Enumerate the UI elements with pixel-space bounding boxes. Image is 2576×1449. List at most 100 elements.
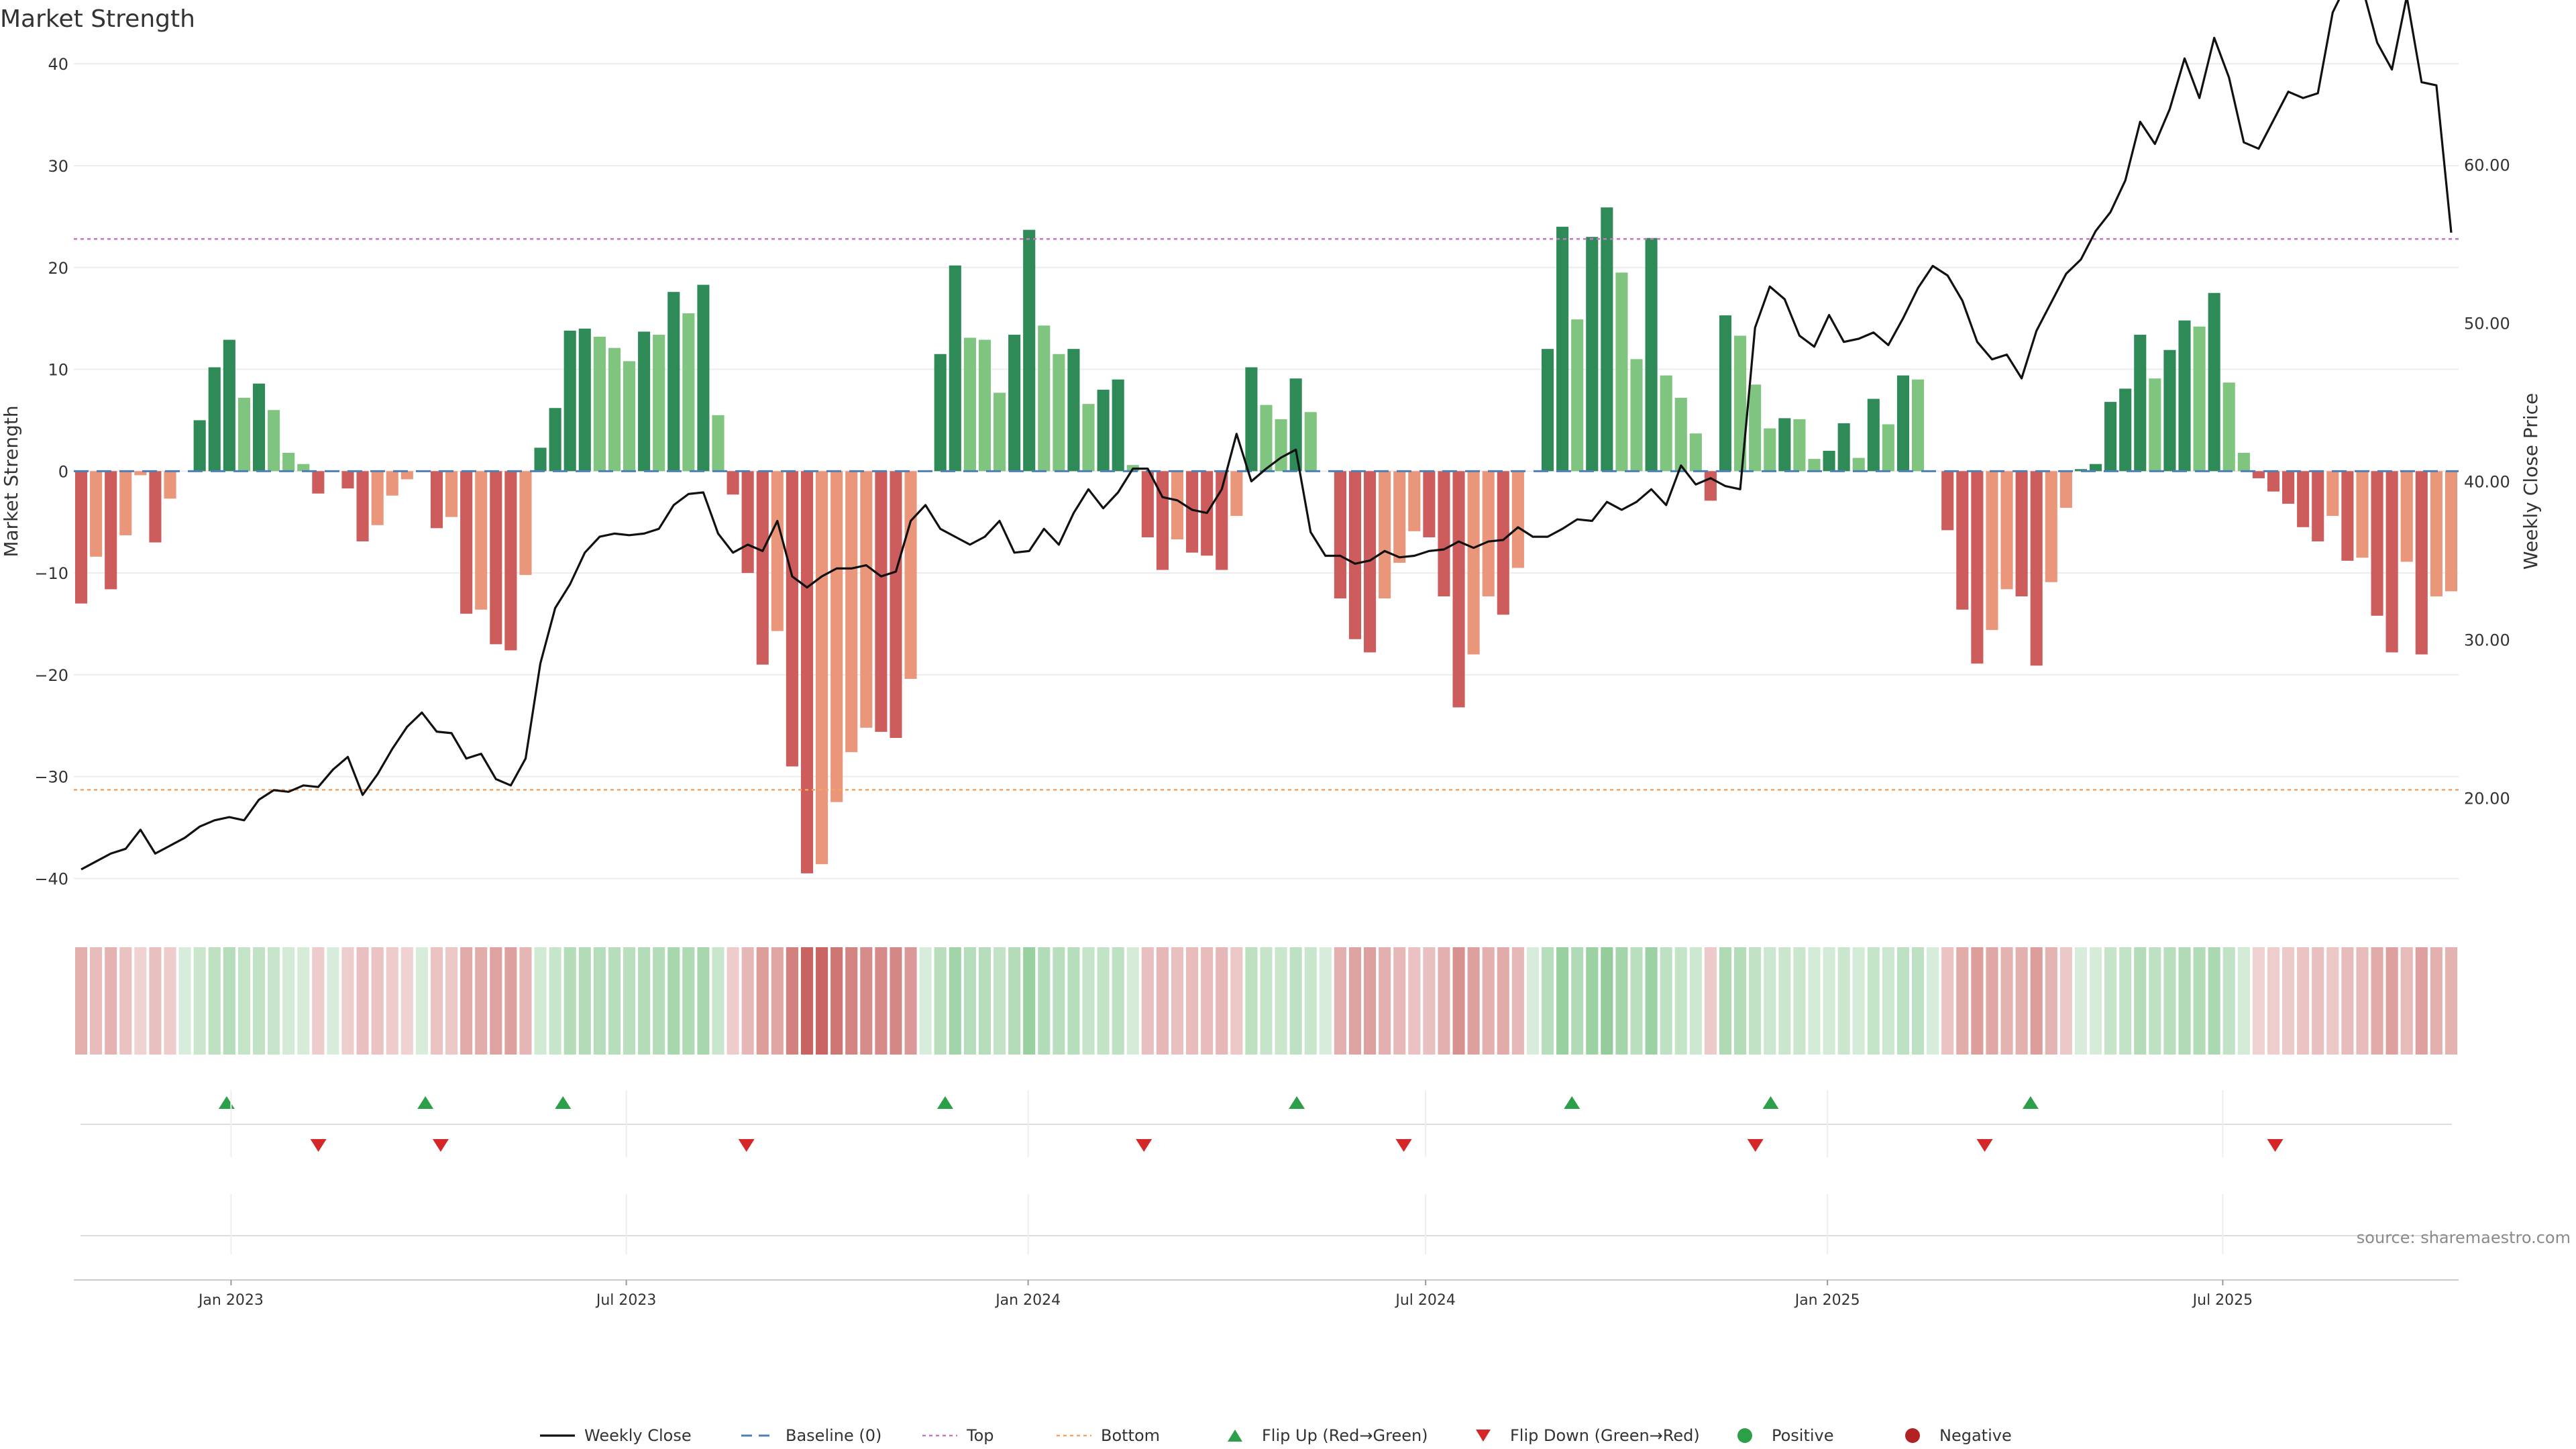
heat-cell bbox=[2445, 947, 2458, 1055]
heat-cell bbox=[327, 947, 339, 1055]
heat-cell bbox=[1156, 947, 1169, 1055]
heat-cell bbox=[1334, 947, 1346, 1055]
heat-cell bbox=[1023, 947, 1036, 1055]
strength-bar bbox=[1630, 359, 1643, 472]
strength-bar bbox=[312, 471, 325, 494]
flip-down-marker bbox=[310, 1139, 327, 1152]
heat-cell bbox=[1660, 947, 1672, 1055]
x-tick-label: Jul 2023 bbox=[595, 1292, 657, 1309]
heat-cell bbox=[1452, 947, 1465, 1055]
strength-bar bbox=[1793, 419, 1806, 472]
strength-bar bbox=[845, 471, 858, 753]
heat-cell bbox=[2222, 947, 2235, 1055]
heat-cell bbox=[608, 947, 621, 1055]
legend-label: Flip Down (Green→Red) bbox=[1510, 1426, 1700, 1445]
strength-bar bbox=[2222, 382, 2235, 472]
strength-bars bbox=[74, 207, 2458, 873]
strength-bar bbox=[149, 471, 162, 543]
strength-bar bbox=[2149, 378, 2161, 472]
heat-cell bbox=[2312, 947, 2324, 1055]
strength-bar bbox=[1837, 423, 1850, 472]
strength-bar bbox=[1408, 471, 1421, 531]
strength-bar bbox=[386, 471, 398, 496]
heat-cell bbox=[2015, 947, 2028, 1055]
heat-cell bbox=[904, 947, 917, 1055]
right-tick-label: 20.00 bbox=[2464, 790, 2510, 808]
strength-bar bbox=[223, 339, 235, 472]
strength-bar bbox=[2385, 471, 2398, 653]
legend-label: Positive bbox=[1772, 1426, 1834, 1445]
strength-bar bbox=[252, 383, 266, 472]
heat-cell bbox=[1112, 947, 1124, 1055]
heat-cell bbox=[475, 947, 488, 1055]
strength-bar bbox=[1097, 389, 1110, 472]
heat-cell bbox=[1408, 947, 1421, 1055]
left-tick-label: −20 bbox=[34, 666, 68, 685]
heat-cell bbox=[430, 947, 443, 1055]
legend-label: Top bbox=[966, 1426, 994, 1445]
heat-cell bbox=[90, 947, 103, 1055]
strength-bar bbox=[1023, 229, 1036, 472]
x-tick-label: Jul 2025 bbox=[2192, 1292, 2253, 1309]
strength-bar bbox=[1467, 471, 1480, 655]
right-axis-ticks: 60.00 50.00 40.00 30.00 20.00 bbox=[2464, 156, 2510, 808]
strength-bar bbox=[1379, 471, 1391, 599]
strength-bar bbox=[578, 328, 591, 472]
heat-cell bbox=[1674, 947, 1687, 1055]
strength-bar bbox=[1689, 433, 1702, 472]
strength-bar bbox=[2356, 471, 2369, 558]
heat-cell bbox=[1053, 947, 1065, 1055]
heat-cell bbox=[1304, 947, 1317, 1055]
strength-bar bbox=[1260, 405, 1273, 472]
strength-bar bbox=[134, 471, 147, 476]
strength-bar bbox=[978, 339, 991, 472]
strength-bar bbox=[771, 471, 784, 631]
strength-bar bbox=[1586, 237, 1599, 472]
strength-bar bbox=[1971, 471, 1984, 664]
strength-bar bbox=[1541, 349, 1554, 472]
lower-panel bbox=[74, 1194, 2459, 1281]
strength-bar bbox=[727, 471, 739, 495]
heat-cell bbox=[1956, 947, 1969, 1055]
left-tick-label: 20 bbox=[48, 259, 68, 278]
flip-down-marker bbox=[432, 1139, 449, 1152]
left-tick-label: 30 bbox=[48, 157, 68, 176]
strength-bar bbox=[119, 471, 132, 535]
heat-cell bbox=[593, 947, 606, 1055]
strength-bar bbox=[1452, 471, 1465, 708]
heat-cell bbox=[1808, 947, 1821, 1055]
strength-bar bbox=[904, 471, 917, 679]
strength-bar bbox=[2371, 471, 2383, 616]
heat-cell bbox=[2074, 947, 2087, 1055]
heat-cell bbox=[1971, 947, 1984, 1055]
heat-cell bbox=[1141, 947, 1154, 1055]
strength-bar bbox=[1778, 418, 1791, 472]
heat-cell bbox=[697, 947, 710, 1055]
heat-cell bbox=[282, 947, 295, 1055]
heat-cell bbox=[74, 947, 88, 1055]
legend: Weekly Close Baseline (0) Top Bottom Flip Up… bbox=[540, 1426, 2012, 1445]
strength-bar bbox=[1645, 237, 1658, 472]
strength-bar bbox=[237, 398, 250, 472]
strength-bar bbox=[371, 471, 384, 525]
strength-bar bbox=[993, 392, 1006, 472]
heat-cell bbox=[2119, 947, 2132, 1055]
strength-bar bbox=[1734, 335, 1747, 472]
weekly-close-line bbox=[80, 0, 2453, 871]
strength-bar bbox=[1334, 471, 1346, 599]
strength-bar bbox=[1348, 471, 1362, 639]
heat-cell bbox=[2430, 947, 2443, 1055]
heat-cell bbox=[1126, 947, 1139, 1055]
strength-bar bbox=[593, 336, 606, 472]
strength-bar bbox=[519, 471, 532, 576]
strength-bar bbox=[1364, 471, 1377, 653]
heat-cell bbox=[1556, 947, 1569, 1055]
heat-cell bbox=[2282, 947, 2295, 1055]
strength-bar bbox=[890, 471, 902, 738]
heat-cell bbox=[371, 947, 384, 1055]
strength-bar bbox=[1230, 471, 1243, 517]
x-tick-label: Jan 2023 bbox=[197, 1292, 264, 1309]
heat-cell bbox=[1689, 947, 1702, 1055]
strength-bar bbox=[638, 331, 651, 472]
flip-up-marker bbox=[2022, 1096, 2039, 1109]
